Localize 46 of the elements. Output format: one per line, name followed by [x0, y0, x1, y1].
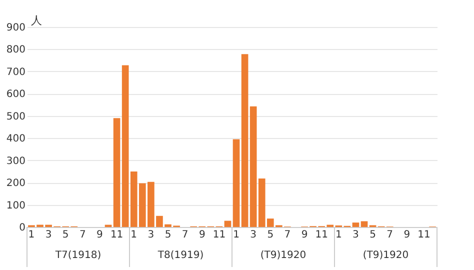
y-tick-label: 200 [6, 178, 26, 190]
bar [352, 222, 360, 227]
x-tick-label: 7 [182, 230, 188, 240]
y-tick-label: 0 [19, 222, 26, 234]
y-tick-label: 100 [6, 200, 26, 212]
x-tick-label: 1 [335, 230, 342, 240]
x-tick-label: 7 [284, 230, 291, 240]
bar [113, 118, 120, 227]
x-tick-label: 7 [79, 230, 86, 240]
bar [224, 220, 232, 227]
x-tick-label: 1 [130, 230, 138, 240]
x-tick-label: 1 [233, 230, 240, 240]
x-tick-label: 5 [164, 230, 172, 240]
text: T8(1919) [156, 250, 204, 261]
x-tick-label: 11 [418, 230, 430, 240]
x-tick-label: 11 [212, 230, 226, 240]
y-axis-title: 人 [31, 14, 42, 27]
x-tick-label: 9 [198, 230, 206, 240]
x-tick-label: 9 [96, 230, 103, 240]
x-tick-label: 11 [315, 230, 328, 240]
x-tick-label: 11 [110, 230, 124, 240]
x-tick-label: 7 [386, 230, 394, 240]
text: (T9)1920 [362, 250, 409, 261]
text: (T9)1920 [260, 250, 306, 261]
x-tick-label: 3 [352, 230, 359, 240]
x-tick-label: 5 [267, 230, 274, 240]
y-tick-label: 800 [6, 44, 26, 56]
y-tick-label: 700 [6, 66, 26, 78]
bar [250, 106, 257, 227]
x-tick-label: 3 [250, 230, 257, 240]
y-tick-label: 400 [6, 134, 26, 145]
y-tick-label: 300 [6, 156, 26, 167]
y-tick-label: 900 [6, 22, 26, 34]
x-tick-label: 1 [28, 230, 35, 240]
x-tick-label: 9 [404, 230, 410, 240]
x-tick-label: 3 [148, 230, 154, 240]
y-tick-label: 500 [6, 111, 26, 122]
y-tick-label: 600 [6, 89, 26, 100]
x-tick-label: 9 [301, 230, 308, 240]
bar [232, 139, 240, 227]
bar [241, 54, 248, 227]
x-tick-label: 3 [45, 230, 52, 240]
bar [360, 221, 368, 227]
x-tick-label: 5 [370, 230, 376, 240]
x-tick-label: 5 [62, 230, 69, 240]
text: T7(1918) [54, 250, 102, 261]
